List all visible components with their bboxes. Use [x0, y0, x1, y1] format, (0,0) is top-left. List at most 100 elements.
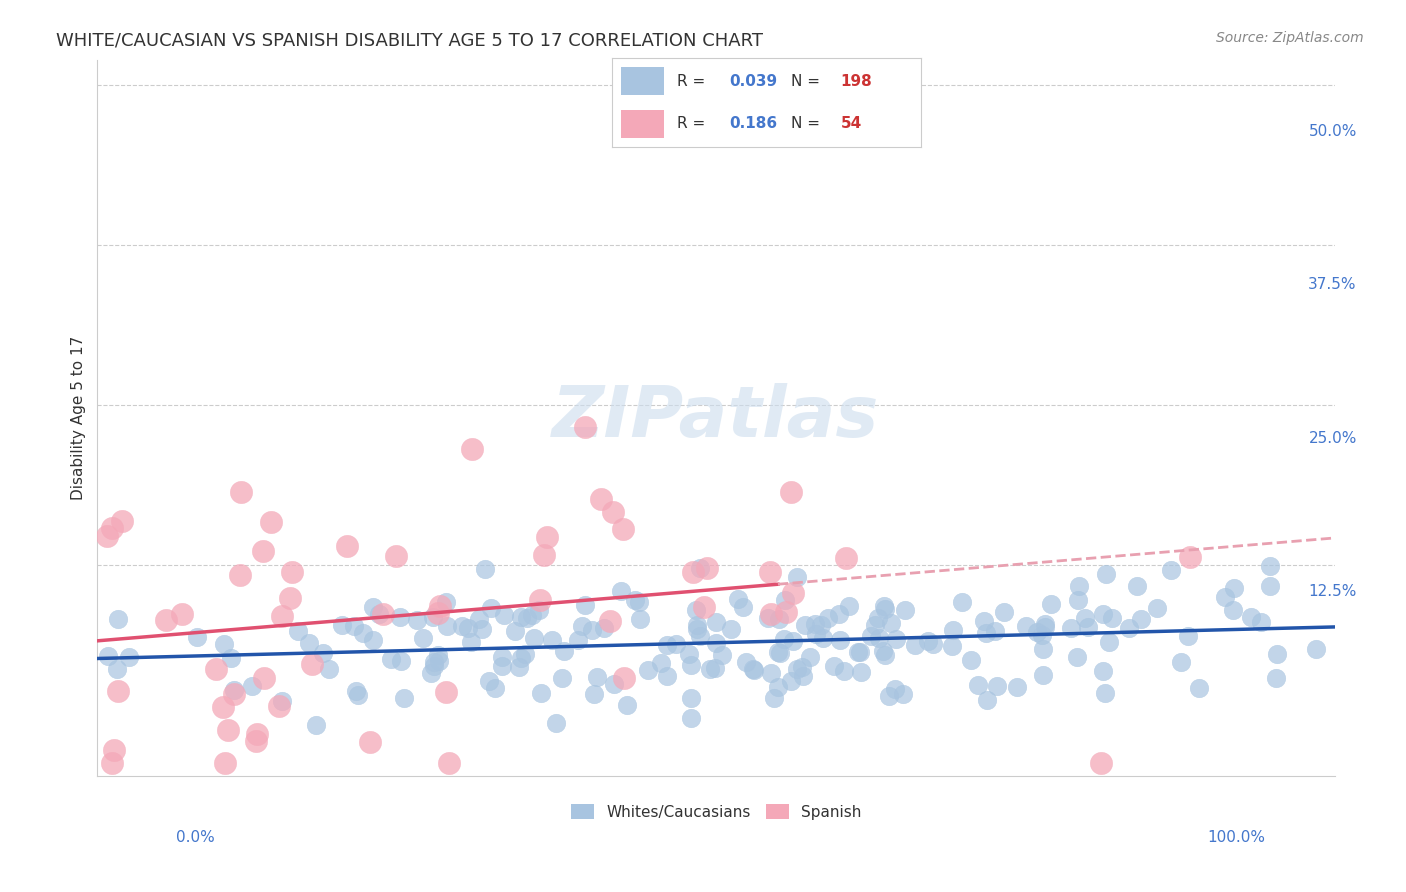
Point	[612, 522, 634, 536]
Point	[1007, 680, 1029, 694]
Text: WHITE/CAUCASIAN VS SPANISH DISABILITY AGE 5 TO 17 CORRELATION CHART: WHITE/CAUCASIAN VS SPANISH DISABILITY AG…	[56, 31, 763, 49]
Point	[224, 687, 246, 701]
Point	[484, 681, 506, 695]
Point	[628, 595, 651, 609]
Point	[799, 649, 821, 664]
Point	[388, 610, 411, 624]
Point	[1095, 566, 1118, 581]
Point	[792, 668, 814, 682]
Point	[491, 659, 513, 673]
Point	[804, 616, 827, 631]
Point	[682, 565, 704, 579]
Point	[1032, 642, 1054, 657]
Point	[252, 544, 274, 558]
Point	[591, 492, 613, 507]
Point	[352, 626, 374, 640]
Point	[873, 601, 896, 615]
Point	[976, 693, 998, 707]
Text: R =: R =	[676, 74, 710, 88]
Point	[846, 645, 869, 659]
Point	[759, 607, 782, 621]
Point	[872, 643, 894, 657]
Point	[344, 684, 367, 698]
Point	[491, 650, 513, 665]
Point	[406, 613, 429, 627]
Point	[763, 690, 786, 705]
Point	[217, 723, 239, 738]
Point	[186, 630, 208, 644]
Point	[212, 637, 235, 651]
Point	[541, 632, 564, 647]
Point	[886, 632, 908, 646]
Point	[478, 673, 501, 688]
Point	[1118, 621, 1140, 635]
Text: Source: ZipAtlas.com: Source: ZipAtlas.com	[1216, 31, 1364, 45]
Point	[678, 647, 700, 661]
Point	[759, 565, 782, 579]
Point	[766, 680, 789, 694]
Point	[1090, 756, 1112, 771]
Point	[828, 607, 851, 622]
Point	[967, 678, 990, 692]
FancyBboxPatch shape	[621, 110, 664, 138]
Point	[1223, 581, 1246, 595]
Point	[214, 756, 236, 771]
Point	[571, 619, 593, 633]
Point	[457, 622, 479, 636]
Point	[245, 733, 267, 747]
Point	[710, 648, 733, 662]
Point	[704, 615, 727, 629]
Text: ZIPatlas: ZIPatlas	[553, 384, 880, 452]
Point	[1265, 647, 1288, 661]
Point	[834, 550, 856, 565]
Point	[834, 664, 856, 678]
Point	[1032, 668, 1054, 682]
Point	[343, 619, 366, 633]
Point	[429, 599, 451, 613]
Point	[773, 632, 796, 647]
Point	[389, 653, 412, 667]
Point	[530, 686, 553, 700]
Point	[513, 647, 536, 661]
Point	[460, 635, 482, 649]
Point	[875, 648, 897, 662]
Text: 37.5%: 37.5%	[1309, 277, 1357, 293]
Point	[1101, 611, 1123, 625]
Point	[741, 662, 763, 676]
Point	[693, 599, 716, 614]
Point	[817, 610, 839, 624]
Point	[731, 600, 754, 615]
Point	[436, 619, 458, 633]
Point	[451, 619, 474, 633]
Point	[582, 686, 605, 700]
Point	[681, 711, 703, 725]
Point	[330, 617, 353, 632]
Point	[336, 540, 359, 554]
Point	[574, 598, 596, 612]
Point	[655, 638, 678, 652]
Point	[823, 659, 845, 673]
Point	[155, 613, 177, 627]
Point	[1250, 615, 1272, 629]
Point	[574, 419, 596, 434]
Point	[593, 621, 616, 635]
Point	[868, 632, 890, 646]
Text: R =: R =	[676, 117, 710, 131]
Point	[508, 659, 530, 673]
Point	[742, 663, 765, 677]
Point	[361, 600, 384, 615]
Point	[551, 671, 574, 685]
Point	[260, 515, 283, 529]
Point	[993, 605, 1015, 619]
Point	[422, 610, 444, 624]
Point	[859, 629, 882, 643]
Point	[305, 718, 328, 732]
Point	[986, 679, 1008, 693]
FancyBboxPatch shape	[621, 67, 664, 95]
Text: 54: 54	[841, 117, 862, 131]
Point	[271, 694, 294, 708]
Text: 25.0%: 25.0%	[1309, 431, 1357, 446]
Point	[686, 622, 709, 636]
Point	[516, 611, 538, 625]
Point	[941, 639, 963, 653]
